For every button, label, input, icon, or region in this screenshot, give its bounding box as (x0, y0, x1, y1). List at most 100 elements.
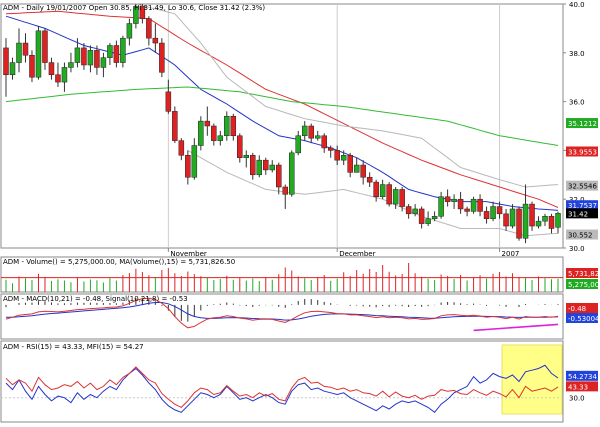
candle-body (477, 198, 483, 212)
volume-value-tag: 5,731,826 (568, 270, 600, 278)
rsi-value-tag: 43.33 (568, 383, 588, 391)
macd-value-tag: -0.48 (568, 305, 586, 313)
candle-body (22, 42, 29, 56)
price-panel-title: ADM - Daily 19/01/2007 Open 30.85, Hi 31… (3, 4, 265, 12)
candle-body (100, 57, 107, 68)
candle-body (451, 198, 457, 202)
price-value-tag-box (566, 208, 598, 219)
candle-body (165, 91, 172, 112)
candle-body (340, 155, 347, 161)
candle-body (353, 164, 360, 173)
candle-body (68, 62, 74, 68)
x-axis-label: November (170, 250, 207, 258)
rsi-value-tag-box (566, 370, 598, 381)
price-y-tick-label: 32.0 (569, 196, 585, 204)
candle-body (217, 135, 224, 141)
volume-frame (0, 256, 564, 293)
candle-body (9, 62, 16, 76)
macd-trend-line (473, 323, 559, 332)
candle-body (321, 135, 327, 149)
price-y-tick-label: 30.0 (569, 245, 585, 253)
candle-body (379, 184, 386, 198)
candle-body (237, 135, 243, 158)
candle-body (263, 159, 269, 171)
rsi-y-tick-label: 30.0 (569, 395, 585, 403)
candle-body (490, 206, 496, 219)
price-value-tag-box (566, 180, 598, 191)
macd-value-tag-box (566, 303, 598, 313)
price-value-tag-box (566, 200, 598, 211)
candle-body (548, 216, 555, 229)
candle-body (542, 216, 548, 222)
candle-body (3, 47, 9, 76)
candle-body (178, 140, 185, 156)
candle-body (522, 203, 529, 239)
candle-body (373, 181, 379, 198)
candle-body (185, 155, 191, 178)
candle-body (308, 125, 314, 139)
rsi-value-tag-box (566, 381, 598, 392)
candle-body (81, 47, 87, 66)
candle-body (464, 208, 470, 212)
candle-body (172, 111, 178, 141)
candle-body (386, 184, 392, 205)
volume-panel: ADM - Volume() = 5,275,000.00, MA(Volume… (0, 256, 600, 293)
price-value-tag: 35.1212 (568, 120, 597, 128)
rsi-legend: ADM - RSI(15) = 43.33, MFI(15) = 54.27 (3, 343, 144, 351)
candle-body (126, 23, 133, 39)
candle-body (360, 164, 366, 178)
candle-body (535, 220, 542, 227)
price-y-tick-label: 40.0 (569, 1, 585, 9)
candle-body (94, 50, 100, 68)
candle-body (509, 208, 516, 227)
candle-body (191, 145, 198, 178)
rsi-mfi-frame (0, 340, 564, 423)
candle-body (204, 120, 211, 127)
candle-body (113, 45, 120, 63)
price-y-tick-label: 36.0 (569, 99, 585, 107)
candle-body (431, 216, 438, 219)
candle-body (295, 135, 301, 154)
macd-signal-line (6, 302, 559, 321)
macd-legend: ADM - MACD(10,21) = -0.48, Signal(10,21,… (3, 295, 188, 303)
macd-line (5, 297, 559, 329)
candle-body (250, 155, 256, 176)
mfi-line (5, 364, 559, 413)
candle-body (256, 159, 263, 176)
candle-body (366, 176, 373, 183)
candle-body (276, 164, 282, 188)
macd-panel: ADM - MACD(10,21) = -0.48, Signal(10,21,… (0, 293, 600, 340)
candle-body (392, 189, 399, 205)
volume-value-tag-box (566, 268, 598, 278)
candle-body (438, 196, 444, 217)
candle-body (16, 42, 22, 63)
rsi-value-tag: 54.2734 (568, 373, 597, 381)
candle-body (269, 164, 276, 171)
candle-body (347, 155, 353, 173)
ma_long-line (5, 86, 559, 146)
candle-body (288, 152, 295, 195)
price-value-tag-box (566, 146, 598, 157)
candle-body (301, 125, 308, 137)
candle-body (133, 6, 139, 24)
candle-body (529, 203, 535, 227)
rsi-highlight-box (501, 344, 563, 415)
candle-body (87, 50, 94, 66)
candle-body (503, 213, 509, 227)
candle-body (211, 125, 217, 141)
candle-body (230, 115, 237, 137)
price-value-tag: 30.552 (568, 232, 593, 240)
band-line (187, 149, 559, 237)
candle-body (399, 189, 405, 207)
candle-body (139, 6, 146, 19)
volume-value-tag: 5,275,000 (568, 281, 600, 289)
candle-body (412, 208, 418, 215)
candle-body (444, 196, 451, 202)
x-axis-label: 2007 (502, 250, 520, 258)
candle-body (224, 115, 230, 137)
macd-value-tag-box (566, 313, 598, 323)
rsi-line (5, 366, 559, 409)
